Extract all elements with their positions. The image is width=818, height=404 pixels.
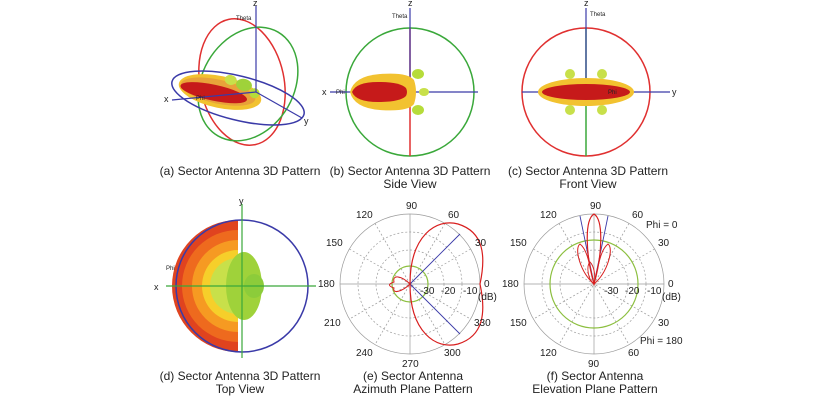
green-ring	[197, 26, 299, 142]
phi-label: Phi	[166, 266, 175, 272]
y-label: y	[672, 87, 677, 97]
caption-f: (f) Sector Antenna Elevation Plane Patte…	[500, 370, 690, 396]
panel-f-drawing: 90 60 30 0 30 60 90 120 150 180 150 120 …	[502, 201, 683, 370]
caption-e: (e) Sector Antenna Azimuth Plane Pattern	[318, 370, 508, 396]
caption-line: Side View	[383, 177, 437, 191]
angle-150-bottom: 150	[510, 318, 527, 329]
angle-0: 0	[668, 279, 674, 290]
x-label: x	[322, 87, 327, 97]
phi-label: Phi	[336, 90, 345, 96]
angle-150-top: 150	[510, 238, 527, 249]
angle-30: 30	[475, 238, 487, 249]
caption-line: Front View	[559, 177, 617, 191]
angle-90: 90	[406, 201, 418, 212]
lobe-side	[350, 69, 429, 115]
azimuth-main-lobe	[409, 222, 484, 346]
angle-30-bottom: 30	[658, 318, 670, 329]
angle-180: 180	[502, 279, 519, 290]
x-label: x	[154, 282, 159, 292]
radial-minus20: -20	[625, 286, 640, 297]
panel-f-elevation: 90 60 30 0 30 60 90 120 150 180 150 120 …	[500, 196, 690, 404]
angle-210: 210	[324, 318, 341, 329]
radial-minus10: -10	[463, 286, 478, 297]
y-label: y	[304, 116, 309, 126]
x-axis	[171, 91, 257, 101]
caption-line: (b) Sector Antenna 3D Pattern	[329, 164, 491, 178]
radial-minus30: -30	[420, 286, 435, 297]
caption-line: (a) Sector Antenna 3D Pattern	[159, 164, 321, 178]
unit-db: (dB)	[478, 292, 497, 303]
angle-120: 120	[356, 210, 373, 221]
angle-60-bottom: 60	[628, 348, 640, 359]
caption-line: (f) Sector Antenna	[546, 369, 644, 383]
panel-c-drawing: z y Theta Phi	[521, 0, 677, 157]
unit-db: (dB)	[662, 292, 681, 303]
z-label: z	[584, 0, 589, 8]
lobe-front	[538, 69, 634, 115]
angle-150: 150	[326, 238, 343, 249]
angle-0: 0	[484, 279, 490, 290]
elevation-inner-lobe	[587, 261, 596, 285]
beam-line-upper	[409, 233, 461, 285]
angle-180: 180	[318, 279, 335, 290]
caption-line: Top View	[215, 382, 265, 396]
panel-b-side-view: z x Theta Phi (b) Sector Antenna 3D Patt…	[320, 0, 500, 198]
phi-180-label: Phi = 180	[640, 336, 683, 347]
caption-line: (e) Sector Antenna	[362, 369, 464, 383]
phi-0-label: Phi = 0	[646, 220, 678, 231]
angle-60-top: 60	[632, 210, 644, 221]
caption-line: Elevation Plane Pattern	[532, 382, 658, 396]
elevation-side-lobe-left	[577, 243, 595, 286]
panel-b-drawing: z x Theta Phi	[322, 0, 478, 157]
y-axis	[255, 91, 303, 119]
caption-line: (d) Sector Antenna 3D Pattern	[159, 369, 321, 383]
inner-green-circle	[549, 239, 639, 329]
radial-minus20: -20	[441, 286, 456, 297]
panel-a-3d-pattern: z x y Theta Phi (a) Sector Antenna 3D Pa…	[150, 0, 330, 198]
angle-30-top: 30	[658, 238, 670, 249]
caption-line: (c) Sector Antenna 3D Pattern	[507, 164, 669, 178]
angle-60: 60	[448, 210, 460, 221]
angle-270: 270	[402, 359, 419, 370]
angle-90-bottom: 90	[588, 359, 600, 370]
phi-label: Phi	[608, 90, 617, 96]
angle-120-bottom: 120	[540, 348, 557, 359]
theta-label: Theta	[392, 14, 408, 20]
angle-90-top: 90	[590, 201, 602, 212]
radial-minus10: -10	[647, 286, 662, 297]
angle-240: 240	[356, 348, 373, 359]
caption-a: (a) Sector Antenna 3D Pattern	[150, 165, 330, 178]
caption-line: Azimuth Plane Pattern	[353, 382, 473, 396]
caption-c: (c) Sector Antenna 3D Pattern Front View	[498, 165, 678, 191]
z-label: z	[253, 0, 258, 8]
caption-b: (b) Sector Antenna 3D Pattern Side View	[320, 165, 500, 191]
x-label: x	[164, 94, 169, 104]
theta-label: Theta	[236, 16, 252, 22]
panel-e-drawing: 90 60 30 0 330 300 270 240 210 180 150 1…	[318, 201, 497, 370]
panel-d-top-view: y x Phi (d) Sector Antenna 3D Pattern To…	[150, 196, 330, 404]
angle-330: 330	[474, 318, 491, 329]
panel-a-drawing: z x y Theta Phi	[164, 0, 309, 146]
radial-minus30: -30	[604, 286, 619, 297]
theta-label: Theta	[590, 12, 606, 18]
panel-e-azimuth: 90 60 30 0 330 300 270 240 210 180 150 1…	[318, 196, 508, 404]
panel-c-front-view: z y Theta Phi (c) Sector Antenna 3D Patt…	[498, 0, 678, 198]
angle-300: 300	[444, 348, 461, 359]
azimuth-back-lobe	[389, 276, 411, 292]
z-label: z	[408, 0, 413, 8]
inner-green-circle	[391, 265, 429, 303]
elevation-side-lobe-right	[593, 243, 611, 286]
phi-label: Phi	[196, 96, 205, 102]
beam-line-lower	[409, 283, 461, 335]
panel-d-drawing: y x Phi	[154, 196, 316, 358]
y-label: y	[239, 196, 244, 206]
lobe-3d	[178, 74, 262, 110]
angle-120-top: 120	[540, 210, 557, 221]
caption-d: (d) Sector Antenna 3D Pattern Top View	[150, 370, 330, 396]
elevation-main-lobe	[586, 213, 602, 287]
blue-ring	[171, 70, 305, 126]
